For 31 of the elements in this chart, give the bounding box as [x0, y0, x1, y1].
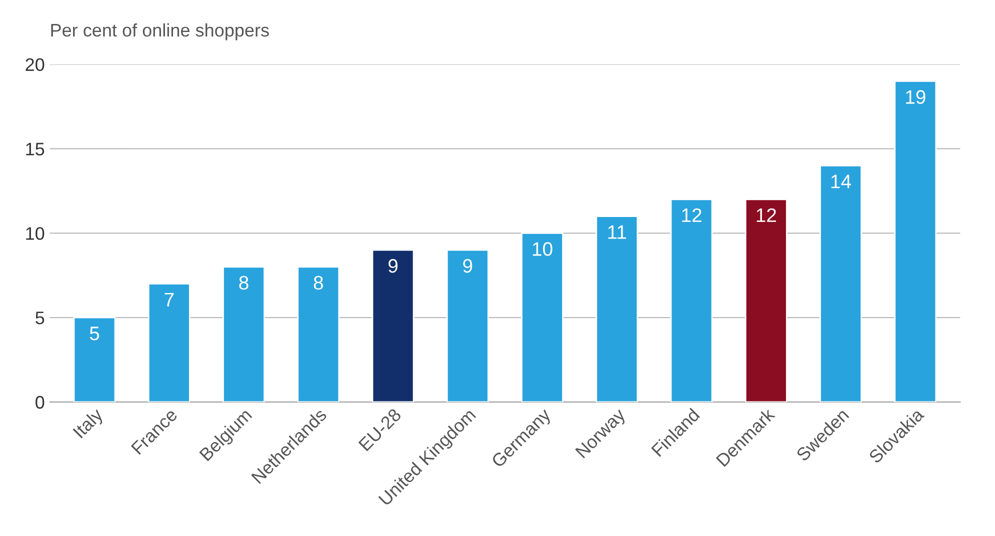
data-label: 9: [463, 259, 472, 273]
bar: [744, 198, 788, 402]
bar: [73, 316, 116, 402]
data-label: 12: [682, 208, 702, 222]
data-label: 10: [532, 242, 552, 256]
data-label: 5: [90, 326, 100, 340]
bar: [670, 198, 713, 402]
bar: [446, 249, 489, 402]
y-tick-label: 5: [36, 312, 44, 324]
data-label: 19: [906, 90, 926, 104]
data-label: 14: [831, 174, 852, 188]
y-axis-title: Per cent of online shoppers: [51, 23, 269, 40]
data-label: 8: [239, 276, 248, 290]
data-label: 7: [164, 292, 174, 306]
bar: [148, 283, 190, 402]
bar: [820, 164, 862, 402]
y-tick-label: 10: [26, 227, 44, 240]
data-label: 8: [314, 276, 323, 290]
y-tick-label: 0: [36, 396, 44, 409]
x-tick-label: Italy: [72, 406, 106, 441]
data-label: 12: [756, 208, 776, 222]
bar: [297, 266, 340, 402]
bar: [596, 216, 638, 402]
bar: [372, 249, 414, 402]
bar: [222, 266, 265, 402]
y-tick-label: 20: [26, 58, 44, 72]
data-label: 11: [608, 225, 626, 239]
data-label: 9: [388, 259, 398, 273]
bar: [894, 80, 937, 402]
y-tick-label: 15: [26, 142, 44, 156]
bar: [521, 232, 564, 402]
